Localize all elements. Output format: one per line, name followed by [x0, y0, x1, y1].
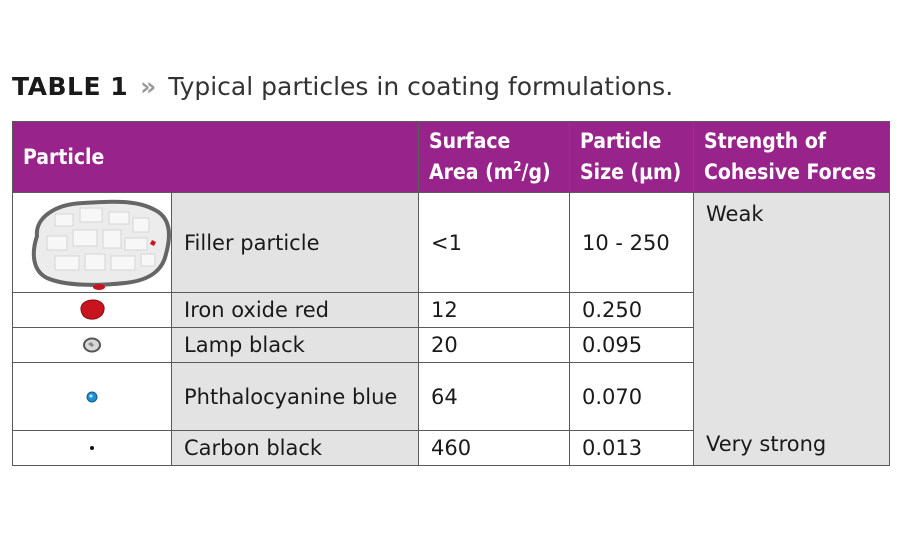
particle-size-value: 0.250 — [569, 292, 694, 328]
phthalocyanine-blue-particle-icon — [12, 362, 172, 431]
particle-name: Filler particle — [171, 192, 419, 293]
header-particle-size: Particle Size (μm) — [569, 121, 694, 193]
caption-separator: » — [140, 72, 157, 101]
caption-text: Typical particles in coating formulation… — [168, 72, 674, 101]
surface-area-value: 460 — [418, 430, 570, 466]
strength-very-strong-label: Very strong — [706, 432, 827, 456]
filler-particle-icon — [12, 192, 172, 293]
particle-size-value: 0.013 — [569, 430, 694, 466]
iron-oxide-red-particle-icon — [12, 292, 172, 328]
table-row: Phthalocyanine blue 64 0.070 — [12, 362, 890, 431]
strength-weak-label: Weak — [706, 202, 764, 226]
table-label: TABLE 1 — [12, 72, 129, 101]
particle-name: Carbon black — [171, 430, 419, 466]
particles-table: Particle Surface Area (m2/g) Particle Si… — [12, 121, 890, 466]
surface-area-value: 12 — [418, 292, 570, 328]
surface-area-value: <1 — [418, 192, 570, 293]
particle-name: Phthalocyanine blue — [171, 362, 419, 431]
lamp-black-particle-icon — [12, 327, 172, 363]
header-cohesive-strength: Strength of Cohesive Forces — [693, 121, 890, 193]
table-row: Carbon black 460 0.013 — [12, 430, 890, 466]
table-caption: TABLE 1 » Typical particles in coating f… — [12, 72, 673, 101]
surface-area-value: 64 — [418, 362, 570, 431]
surface-area-value: 20 — [418, 327, 570, 363]
particle-size-value: 0.070 — [569, 362, 694, 431]
particle-size-value: 10 - 250 — [569, 192, 694, 293]
table-row: Filler particle <1 10 - 250 Weak Very st… — [12, 192, 890, 466]
cohesive-strength-scale: Weak Very strong — [693, 192, 890, 466]
header-row: Particle Surface Area (m2/g) Particle Si… — [12, 121, 890, 193]
particle-name: Iron oxide red — [171, 292, 419, 328]
particle-size-value: 0.095 — [569, 327, 694, 363]
header-particle: Particle — [12, 121, 419, 193]
particle-name: Lamp black — [171, 327, 419, 363]
carbon-black-particle-icon — [12, 430, 172, 466]
header-surface-area: Surface Area (m2/g) — [418, 121, 570, 193]
